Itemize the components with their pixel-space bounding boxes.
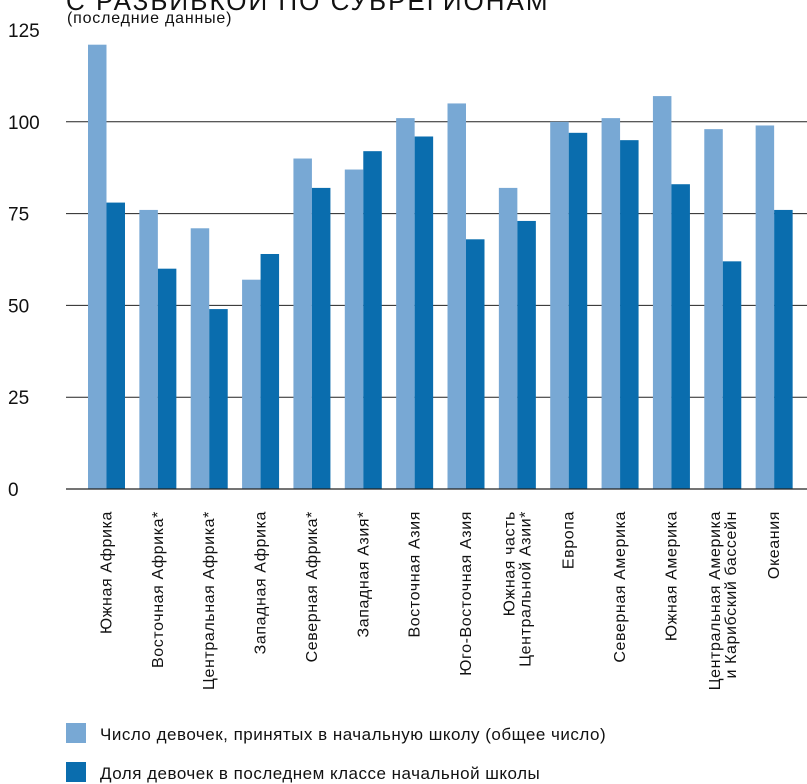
x-tick-label: Южная Африка: [99, 511, 116, 634]
x-tick-label: Океания: [766, 511, 783, 579]
legend-label-2: Доля девочек в последнем классе начально…: [100, 764, 541, 783]
bar-admitted: [242, 279, 261, 489]
bar-admitted: [498, 187, 518, 489]
bar-last-grade: [620, 140, 639, 489]
bar-admitted: [190, 228, 210, 489]
chart-subtitle: (последние данные): [67, 10, 233, 27]
y-tick-label: 75: [8, 205, 29, 226]
bar-admitted: [447, 103, 466, 489]
x-tick-label: Центральная Америкаи Карибский бассейн: [707, 511, 740, 690]
x-tick-label: Западная Африка: [253, 511, 270, 654]
legend-swatch-2: [66, 762, 86, 782]
y-tick-label: 50: [8, 296, 29, 317]
x-tick-label: Центральная Африка*: [201, 511, 218, 690]
bar-last-grade: [517, 220, 536, 489]
bar-last-grade: [209, 309, 228, 489]
bar-admitted: [550, 121, 569, 490]
bar-admitted: [755, 125, 775, 490]
x-tick-label: Южная частьЦентральной Азии*: [501, 511, 534, 667]
bar-last-grade: [568, 132, 588, 490]
y-tick-label: 125: [8, 21, 40, 42]
bar-admitted: [652, 96, 672, 489]
bar-last-grade: [311, 187, 331, 489]
bar-last-grade: [722, 261, 742, 489]
x-tick-label: Восточная Африка*: [150, 511, 167, 668]
bar-admitted: [704, 129, 723, 490]
legend-label-1: Число девочек, принятых в начальную школ…: [100, 725, 607, 744]
bar-last-grade: [260, 253, 280, 489]
bar-admitted: [88, 44, 107, 490]
bar-last-grade: [157, 268, 177, 489]
bar-last-grade: [671, 184, 690, 489]
chart-title: С РАЗБИВКОЙ ПО СУБРЕГИОНАМ: [66, 0, 550, 16]
bar-last-grade: [106, 202, 125, 490]
bar-admitted: [293, 158, 312, 489]
x-tick-label: Северная Африка*: [304, 511, 321, 662]
y-tick-label: 25: [8, 388, 29, 409]
y-tick-label: 100: [8, 113, 40, 134]
x-tick-label: Южная Америка: [663, 511, 680, 641]
x-tick-label: Юго-Восточная Азия: [458, 511, 475, 676]
y-tick-label: 0: [8, 480, 19, 501]
bar-admitted: [344, 169, 364, 489]
legend-item-1: Число девочек, принятых в начальную школ…: [66, 723, 606, 745]
x-tick-label: Северная Америка: [612, 511, 629, 663]
legend-item-2: Доля девочек в последнем классе начально…: [66, 762, 540, 784]
bar-last-grade: [466, 239, 485, 489]
bar-last-grade: [774, 209, 793, 490]
bar-last-grade: [414, 136, 434, 489]
x-tick-label: Европа: [561, 511, 578, 569]
legend-swatch-1: [66, 723, 86, 743]
bar-admitted: [601, 118, 621, 490]
x-tick-label: Западная Азия*: [355, 511, 372, 638]
x-tick-label: Восточная Азия: [407, 511, 424, 637]
bar-admitted: [396, 118, 415, 490]
bar-last-grade: [363, 151, 382, 489]
bar-admitted: [139, 209, 158, 490]
